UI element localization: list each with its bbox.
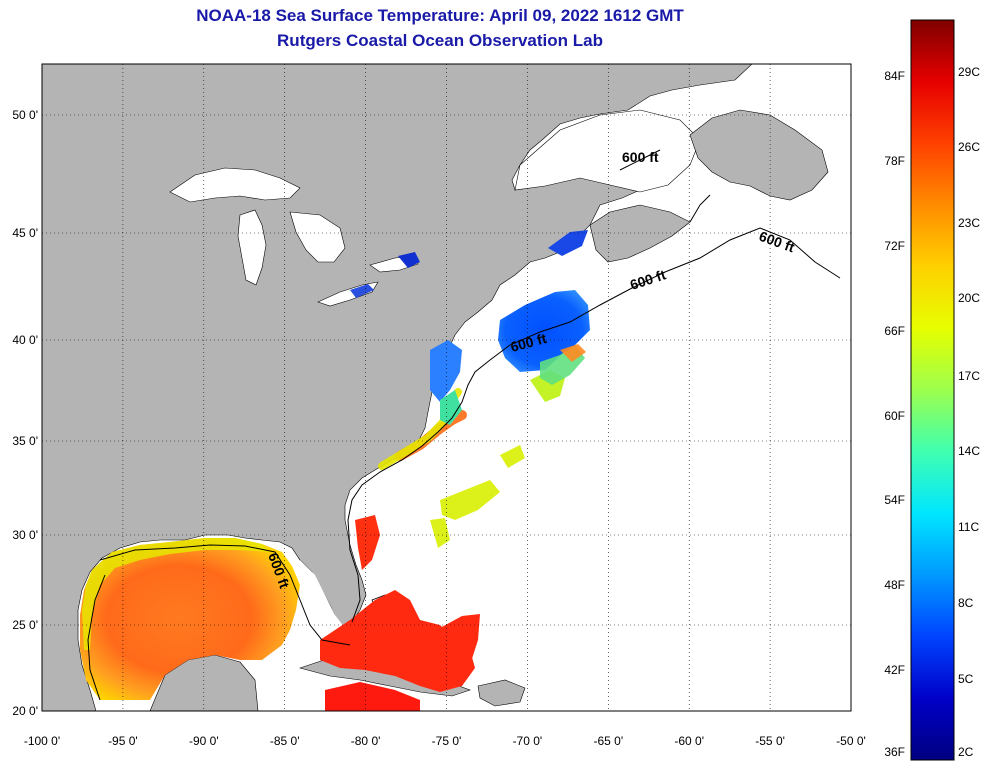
map-title: NOAA-18 Sea Surface Temperature: April 0… [196, 6, 684, 25]
longitude-tick-label: -70 0' [513, 734, 543, 748]
map-subtitle: Rutgers Coastal Ocean Observation Lab [277, 31, 603, 50]
isobath-gulf-inner [87, 574, 106, 701]
latitude-tick-label: 30 0' [12, 528, 38, 542]
sst-mid-atlantic-cold [430, 340, 462, 402]
longitude-tick-label: -85 0' [270, 734, 300, 748]
colorbar-fahrenheit-label: 84F [884, 69, 905, 83]
colorbar-fahrenheit-label: 72F [884, 239, 905, 253]
colorbar-celsius-label: 11C [958, 520, 979, 534]
florida-west-water [295, 560, 350, 640]
colorbar-fahrenheit-label: 42F [884, 663, 905, 677]
colorbar-fahrenheit-label: 78F [884, 154, 905, 168]
longitude-tick-label: -55 0' [755, 734, 785, 748]
fundy-sst [548, 230, 588, 256]
colorbar-fahrenheit-label: 36F [884, 745, 905, 759]
latitude-tick-label: 40 0' [12, 333, 38, 347]
longitude-tick-label: -65 0' [593, 734, 623, 748]
lake-ontario-sst [398, 252, 420, 268]
land-nova-scotia [589, 204, 691, 263]
latitude-tick-label: 20 0' [12, 704, 38, 718]
colorbar-celsius-label: 17C [958, 369, 980, 383]
land-hispaniola [477, 679, 526, 707]
lake-erie-sst [350, 284, 374, 298]
latitude-tick-label: 50 0' [12, 108, 38, 122]
colorbar [910, 19, 955, 761]
isobath-600ft [99, 149, 841, 646]
colorbar-celsius-label: 23C [958, 216, 980, 230]
sst-south-atlantic [438, 614, 480, 680]
sst-chesapeake-green [440, 390, 462, 425]
map-frame [41, 63, 852, 712]
sst-gulf-of-mexico [80, 538, 300, 700]
colorbar-celsius-label: 14C [958, 444, 980, 458]
colorbar-fahrenheit-label: 48F [884, 578, 905, 592]
sst-georges-orange [560, 344, 586, 362]
longitude-tick-label: -90 0' [189, 734, 219, 748]
colorbar-fahrenheit-label: 54F [884, 493, 905, 507]
latitude-tick-label: 45 0' [12, 226, 38, 240]
lake-superior [169, 167, 301, 203]
colorbar-celsius-label: 29C [958, 65, 980, 79]
isobath-label-1: 600 ft [622, 149, 659, 165]
colorbar-fahrenheit-label: 60F [884, 409, 905, 423]
gulf-st-lawrence [514, 109, 701, 193]
graticule: -100 0' -95 0' -90 0' -85 0' -80 0' -75 0' -70… [12, 64, 866, 748]
longitude-tick-label: -100 0' [24, 734, 60, 748]
longitude-tick-label: -95 0' [108, 734, 138, 748]
longitude-tick-label: -75 0' [432, 734, 462, 748]
colorbar-celsius-label: 26C [958, 140, 980, 154]
longitude-tick-label: -50 0' [836, 734, 866, 748]
colorbar-labels: 84F 78F 72F 66F 60F 54F 48F 42F 36F 29C 26C 23C 20C 1… [884, 65, 980, 759]
latitude-tick-label: 25 0' [12, 618, 38, 632]
colorbar-celsius-label: 20C [958, 291, 980, 305]
lake-michigan [237, 209, 267, 286]
sst-gulf-shelf-yellow [82, 538, 270, 650]
sst-florida-east [355, 515, 380, 570]
longitude-tick-label: -80 0' [351, 734, 381, 748]
latitude-tick-label: 35 0' [12, 434, 38, 448]
sst-bottom-red [325, 682, 420, 711]
sst-caribbean [320, 590, 475, 692]
lake-huron [289, 211, 346, 263]
colorbar-celsius-label: 8C [958, 596, 974, 610]
land-newfoundland [689, 109, 829, 201]
sst-offshore-patches [430, 445, 525, 548]
longitude-tick-label: -60 0' [674, 734, 704, 748]
colorbar-celsius-label: 2C [958, 745, 974, 759]
colorbar-fahrenheit-label: 66F [884, 324, 905, 338]
colorbar-celsius-label: 5C [958, 672, 974, 686]
